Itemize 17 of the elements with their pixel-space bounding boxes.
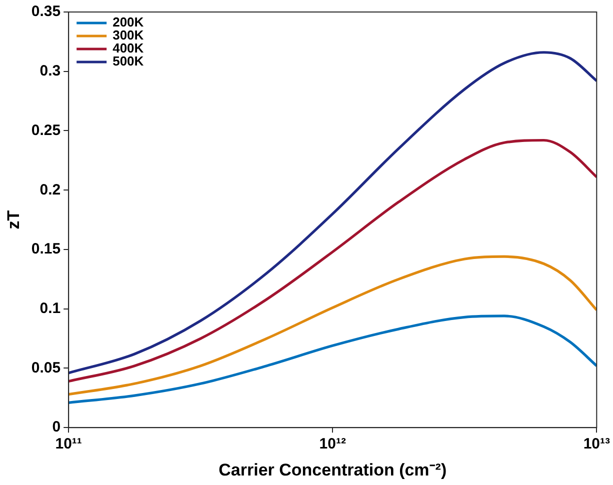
y-tick-label: 0.2 bbox=[40, 181, 61, 198]
legend-label: 400K bbox=[112, 40, 144, 56]
y-tick-label: 0.35 bbox=[31, 3, 61, 20]
y-axis-title: zT bbox=[4, 210, 23, 230]
x-tick-label: 10¹³ bbox=[583, 436, 610, 453]
y-tick-label: 0 bbox=[52, 418, 61, 436]
y-tick-label: 0.1 bbox=[40, 300, 61, 317]
x-tick-label: 10¹² bbox=[319, 436, 346, 453]
y-tick-label: 0.05 bbox=[31, 359, 61, 376]
legend-label: 500K bbox=[112, 54, 144, 69]
y-tick-label: 0.3 bbox=[40, 62, 61, 80]
legend-label: 200K bbox=[112, 14, 144, 30]
y-tick-label: 0.15 bbox=[31, 240, 61, 258]
x-axis-title: Carrier Concentration (cm⁻²) bbox=[218, 460, 447, 480]
legend-label: 300K bbox=[112, 28, 144, 43]
y-tick-label: 0.25 bbox=[31, 122, 61, 139]
x-tick-label: 10¹¹ bbox=[55, 436, 82, 453]
